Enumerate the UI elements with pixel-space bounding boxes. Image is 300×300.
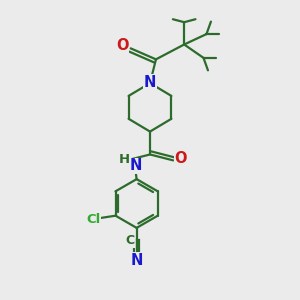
Text: N: N: [144, 75, 156, 90]
Text: O: O: [174, 152, 187, 166]
Text: H: H: [119, 153, 130, 166]
Text: Cl: Cl: [86, 213, 100, 226]
Text: C: C: [125, 235, 135, 248]
Text: O: O: [116, 38, 129, 53]
Text: N: N: [130, 158, 142, 173]
Text: N: N: [130, 253, 143, 268]
